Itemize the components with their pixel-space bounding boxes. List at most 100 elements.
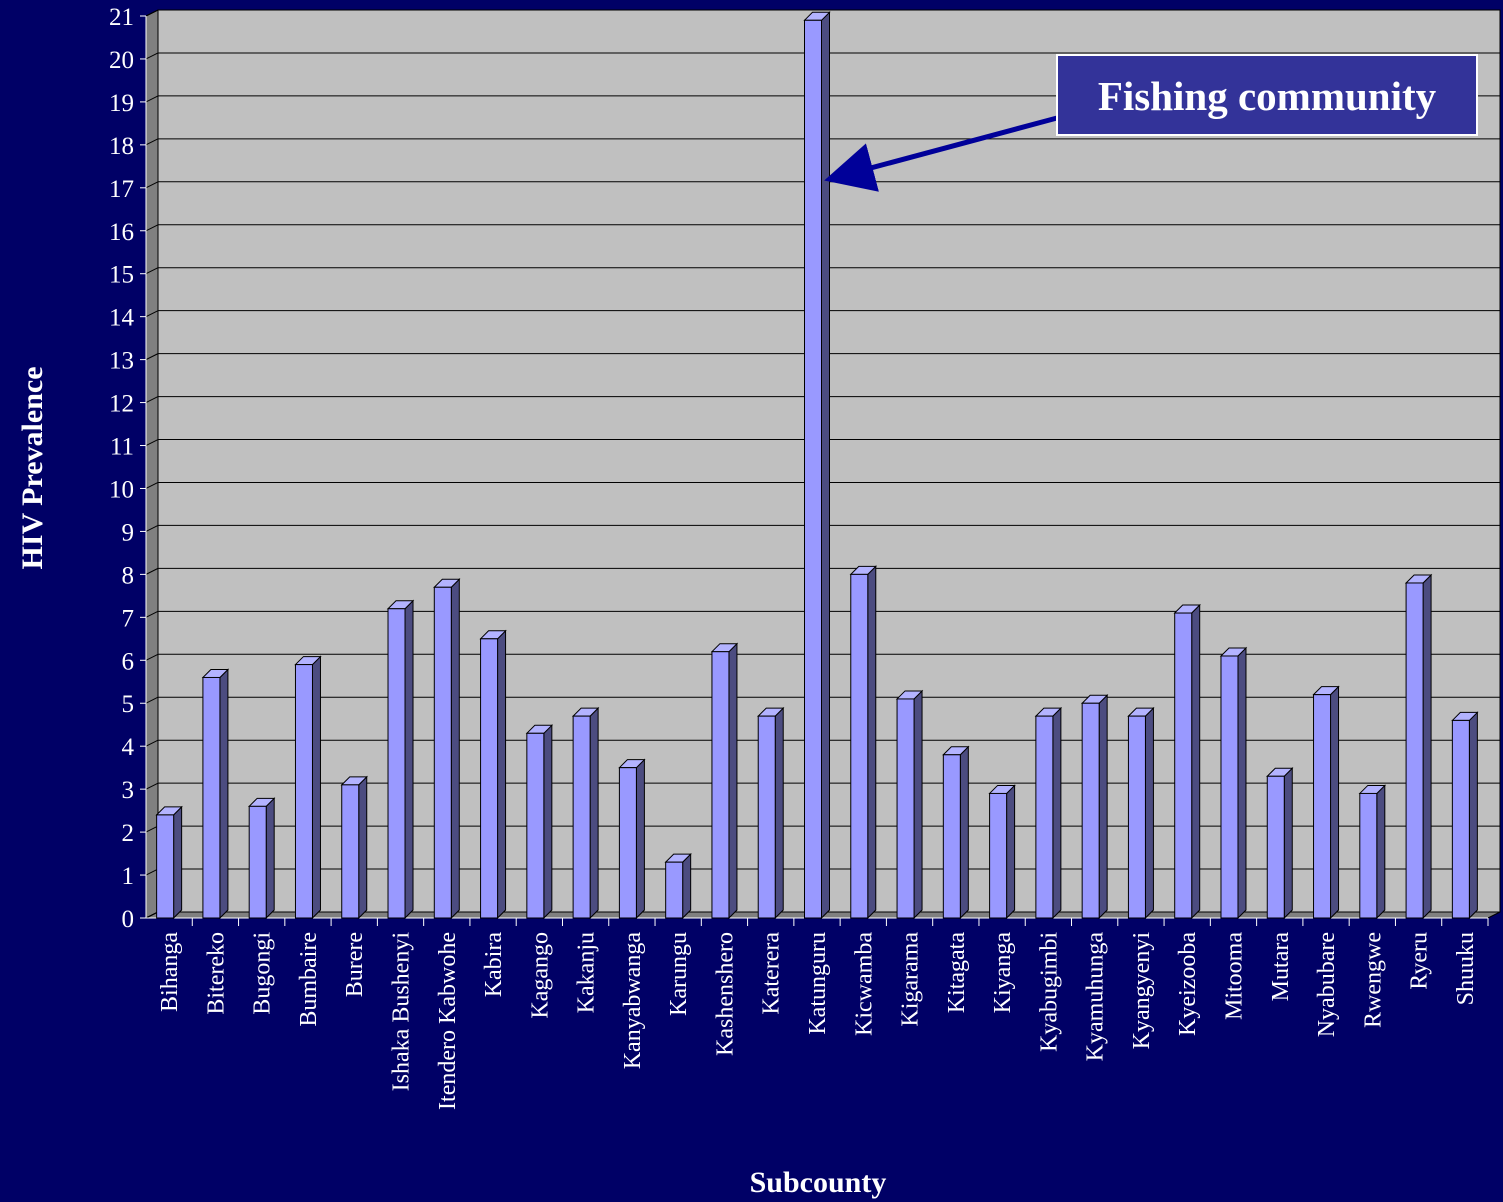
bar-front — [1266, 775, 1285, 919]
gridline-side — [145, 482, 159, 489]
gridline-side — [145, 911, 159, 919]
bar-side — [1237, 646, 1247, 920]
x-axis-title: Subcounty — [750, 1166, 887, 1199]
x-category-label: Kyabugimbi — [1036, 932, 1062, 1052]
x-category-label: Rwengwe — [1360, 932, 1386, 1028]
bar-side — [173, 805, 183, 920]
gridline-side — [145, 610, 159, 618]
x-category-label: Katunguru — [805, 932, 831, 1035]
bar — [988, 784, 1016, 920]
bar-side — [450, 578, 460, 920]
annotation-arrow — [824, 115, 1058, 192]
bar-side — [635, 758, 645, 920]
y-tick-label: 14 — [109, 305, 135, 332]
gridline-side — [145, 267, 159, 275]
bar-front — [1035, 715, 1054, 919]
bar — [340, 775, 368, 920]
gridline-side — [145, 782, 159, 790]
gridline-side — [145, 439, 159, 446]
bar-side — [219, 668, 229, 920]
bar-front — [1174, 612, 1193, 919]
bar-front — [942, 754, 961, 919]
bar-front — [1313, 694, 1332, 919]
bar — [155, 805, 183, 920]
x-category-label: Burere — [342, 932, 368, 997]
bar — [1127, 706, 1155, 920]
y-tick-label: 18 — [109, 133, 134, 160]
bar-front — [850, 573, 869, 919]
bar-front — [294, 664, 313, 919]
bar — [433, 578, 461, 920]
gridline-side — [145, 739, 159, 747]
bar-side — [265, 797, 275, 920]
x-category-label: Kyeizooba — [1175, 932, 1201, 1036]
bar-front — [1081, 702, 1100, 919]
y-tick-label: 8 — [122, 562, 135, 589]
bar-side — [682, 852, 692, 920]
bar — [710, 642, 739, 920]
bar-side — [311, 655, 321, 920]
bar-side — [589, 706, 599, 920]
bar — [757, 706, 785, 920]
bar-side — [1006, 784, 1016, 920]
x-category-label: Kagango — [527, 932, 553, 1019]
y-tick-label: 3 — [122, 777, 135, 804]
bar-side — [1191, 603, 1201, 920]
bar-side — [1098, 694, 1108, 920]
bar — [849, 565, 877, 920]
bar-side — [404, 599, 414, 920]
bar-front — [572, 715, 591, 919]
bar-front — [156, 814, 175, 919]
x-category-label: Shuuku — [1453, 932, 1479, 1005]
y-tick-label: 2 — [122, 820, 135, 847]
bar — [247, 797, 276, 920]
bar — [1451, 711, 1479, 920]
bar — [1358, 784, 1387, 920]
bar — [1219, 646, 1248, 920]
bar-side — [1283, 767, 1293, 920]
bar — [1034, 706, 1063, 920]
bar — [895, 689, 924, 920]
x-category-label: Kyamuhunga — [1083, 932, 1109, 1062]
bar-front — [387, 608, 406, 919]
bar — [618, 758, 646, 920]
y-tick-label: 19 — [109, 90, 134, 117]
x-category-label: Ishaka Bushenyi — [389, 932, 415, 1092]
y-tick-label: 17 — [109, 176, 134, 203]
bar-side — [959, 745, 969, 920]
gridline-side — [145, 396, 159, 404]
bar-front — [989, 792, 1008, 919]
y-tick-label: 21 — [109, 4, 134, 31]
bar — [803, 11, 831, 920]
bar — [1312, 685, 1340, 920]
x-category-label: Kicwamba — [851, 932, 877, 1036]
gridline-side — [145, 310, 159, 318]
bar-side — [1144, 706, 1154, 920]
x-category-label: Katerera — [759, 932, 785, 1015]
x-category-label: Kyangyenyi — [1129, 932, 1155, 1050]
gridline-side — [145, 9, 159, 17]
bar — [201, 668, 230, 920]
gridline-side — [145, 95, 159, 103]
bar-side — [913, 689, 923, 920]
bar-front — [526, 732, 545, 919]
bar-side — [821, 11, 830, 920]
bar-side — [1376, 784, 1386, 920]
gridline-side — [145, 825, 159, 833]
bar-side — [497, 629, 507, 920]
bar-side — [728, 642, 738, 920]
bar-front — [202, 676, 221, 919]
bar-side — [1052, 706, 1062, 920]
bar-front — [341, 784, 360, 919]
x-category-label: Nyabubare — [1314, 932, 1340, 1037]
y-tick-label: 0 — [122, 906, 135, 933]
y-tick-label: 5 — [122, 691, 135, 718]
bar — [525, 724, 554, 920]
bar-front — [757, 715, 776, 919]
bar-front — [433, 586, 452, 919]
x-category-label: Mutara — [1268, 932, 1294, 1002]
bar-front — [248, 805, 267, 919]
bar — [942, 745, 970, 920]
